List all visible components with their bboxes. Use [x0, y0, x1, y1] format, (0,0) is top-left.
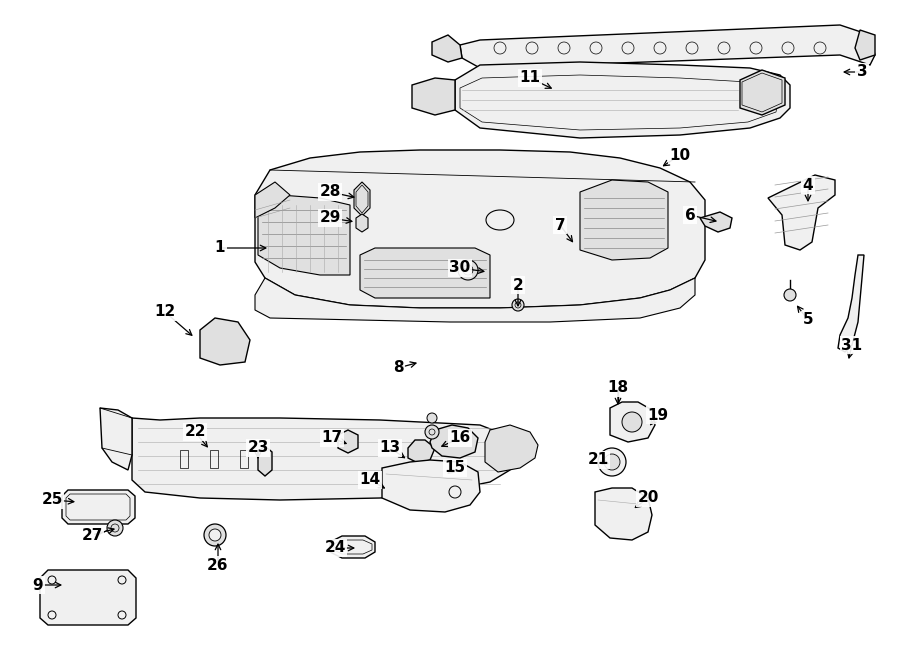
Polygon shape	[132, 418, 515, 500]
Polygon shape	[382, 460, 480, 512]
Text: 27: 27	[81, 527, 103, 543]
Circle shape	[458, 260, 478, 280]
Text: 21: 21	[588, 453, 608, 467]
Circle shape	[204, 524, 226, 546]
Polygon shape	[595, 488, 652, 540]
Polygon shape	[330, 536, 375, 558]
Circle shape	[425, 425, 439, 439]
Text: 29: 29	[320, 210, 341, 225]
Polygon shape	[430, 425, 478, 458]
Text: 9: 9	[32, 578, 43, 592]
Text: 6: 6	[685, 208, 696, 223]
Polygon shape	[255, 278, 695, 322]
Text: 28: 28	[320, 184, 341, 200]
Text: 31: 31	[842, 338, 862, 352]
Polygon shape	[838, 255, 864, 352]
Text: 25: 25	[41, 492, 63, 508]
Circle shape	[209, 529, 221, 541]
Polygon shape	[40, 570, 136, 625]
Text: 15: 15	[445, 461, 465, 475]
Text: 19: 19	[647, 407, 669, 422]
Polygon shape	[485, 425, 538, 472]
Polygon shape	[855, 30, 875, 60]
Text: 3: 3	[857, 65, 868, 79]
Text: 30: 30	[449, 260, 471, 276]
Polygon shape	[455, 62, 790, 138]
Circle shape	[784, 289, 796, 301]
Text: 13: 13	[380, 440, 400, 455]
Text: 7: 7	[554, 217, 565, 233]
Text: 1: 1	[215, 241, 225, 256]
Text: 12: 12	[155, 305, 176, 319]
Text: 2: 2	[513, 278, 524, 293]
Polygon shape	[700, 212, 732, 232]
Polygon shape	[200, 318, 250, 365]
Text: 5: 5	[803, 313, 814, 327]
Polygon shape	[412, 78, 455, 115]
Text: 22: 22	[184, 424, 206, 440]
Circle shape	[512, 299, 524, 311]
Polygon shape	[354, 182, 370, 216]
Text: 10: 10	[670, 147, 690, 163]
Text: 14: 14	[359, 473, 381, 488]
Circle shape	[427, 413, 437, 423]
Text: 4: 4	[803, 178, 814, 192]
Polygon shape	[258, 446, 272, 476]
Circle shape	[604, 454, 620, 470]
Text: 20: 20	[637, 490, 659, 506]
Polygon shape	[460, 25, 875, 68]
Polygon shape	[740, 70, 785, 115]
Polygon shape	[258, 195, 350, 275]
Polygon shape	[580, 180, 668, 260]
Polygon shape	[338, 430, 358, 453]
Polygon shape	[100, 408, 132, 470]
Circle shape	[107, 520, 123, 536]
Circle shape	[598, 448, 626, 476]
Polygon shape	[255, 182, 290, 218]
Polygon shape	[356, 214, 368, 232]
Text: 17: 17	[321, 430, 343, 446]
Text: 24: 24	[324, 541, 346, 555]
Polygon shape	[432, 35, 462, 62]
Text: 23: 23	[248, 440, 269, 455]
Text: 26: 26	[207, 557, 229, 572]
Text: 8: 8	[392, 360, 403, 375]
Polygon shape	[610, 402, 655, 442]
Polygon shape	[408, 440, 435, 463]
Polygon shape	[255, 150, 705, 308]
Circle shape	[622, 412, 642, 432]
Text: 11: 11	[519, 71, 541, 85]
Polygon shape	[62, 490, 135, 524]
Text: 16: 16	[449, 430, 471, 446]
Polygon shape	[360, 248, 490, 298]
Polygon shape	[768, 175, 835, 250]
Text: 18: 18	[608, 381, 628, 395]
